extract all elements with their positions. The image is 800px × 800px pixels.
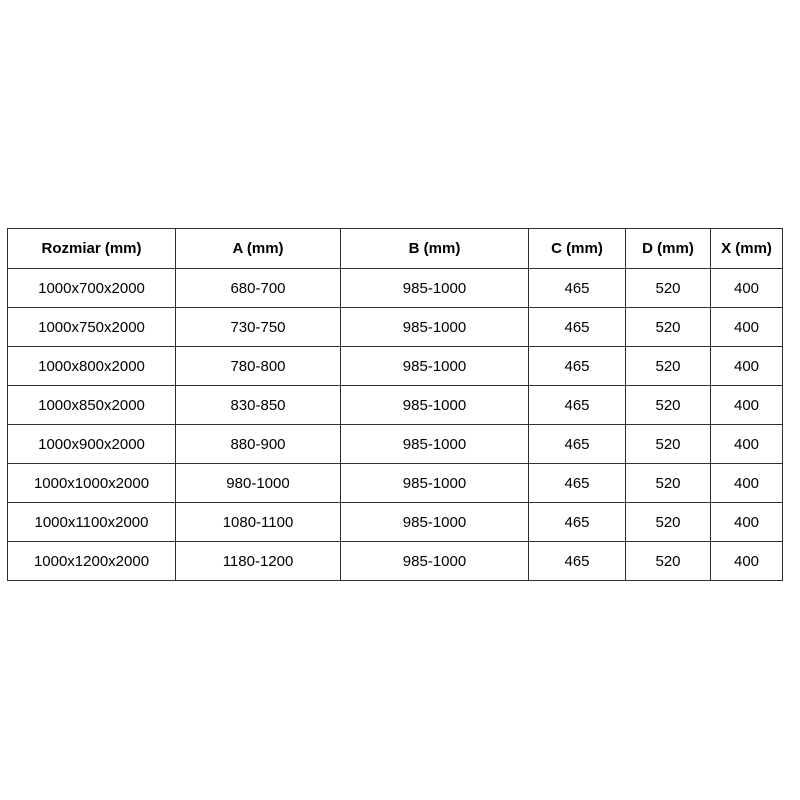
table-cell-c: 465 bbox=[528, 424, 626, 464]
table-cell-b: 985-1000 bbox=[340, 463, 529, 503]
table-cell-c: 465 bbox=[528, 268, 626, 308]
column-header-rozmiar: Rozmiar (mm) bbox=[7, 228, 176, 269]
table-cell-x: 400 bbox=[710, 541, 783, 581]
table-cell-x: 400 bbox=[710, 463, 783, 503]
table-cell-d: 520 bbox=[625, 307, 711, 347]
table-cell-d: 520 bbox=[625, 424, 711, 464]
table-cell-a: 780-800 bbox=[175, 346, 341, 386]
table-row: 1000x1000x2000 980-1000 985-1000 465 520… bbox=[7, 463, 783, 503]
table-cell-x: 400 bbox=[710, 268, 783, 308]
table-cell-x: 400 bbox=[710, 385, 783, 425]
table-cell-b: 985-1000 bbox=[340, 268, 529, 308]
table-cell-d: 520 bbox=[625, 385, 711, 425]
table-cell-a: 830-850 bbox=[175, 385, 341, 425]
table-cell-a: 980-1000 bbox=[175, 463, 341, 503]
table-cell-x: 400 bbox=[710, 346, 783, 386]
table-cell-b: 985-1000 bbox=[340, 424, 529, 464]
table-cell-d: 520 bbox=[625, 346, 711, 386]
table-cell-c: 465 bbox=[528, 307, 626, 347]
table-cell-d: 520 bbox=[625, 541, 711, 581]
table-cell-b: 985-1000 bbox=[340, 346, 529, 386]
table-cell-x: 400 bbox=[710, 502, 783, 542]
table-cell-b: 985-1000 bbox=[340, 541, 529, 581]
table-cell-rozmiar: 1000x700x2000 bbox=[7, 268, 176, 308]
table-cell-c: 465 bbox=[528, 541, 626, 581]
table-cell-c: 465 bbox=[528, 502, 626, 542]
table-cell-rozmiar: 1000x750x2000 bbox=[7, 307, 176, 347]
table-cell-b: 985-1000 bbox=[340, 307, 529, 347]
table-cell-a: 680-700 bbox=[175, 268, 341, 308]
table-cell-rozmiar: 1000x800x2000 bbox=[7, 346, 176, 386]
table-cell-rozmiar: 1000x1200x2000 bbox=[7, 541, 176, 581]
column-header-d: D (mm) bbox=[625, 228, 711, 269]
table-cell-b: 985-1000 bbox=[340, 385, 529, 425]
table-row: 1000x750x2000 730-750 985-1000 465 520 4… bbox=[7, 307, 783, 347]
table-row: 1000x900x2000 880-900 985-1000 465 520 4… bbox=[7, 424, 783, 464]
table-cell-c: 465 bbox=[528, 346, 626, 386]
table-cell-c: 465 bbox=[528, 463, 626, 503]
table-cell-c: 465 bbox=[528, 385, 626, 425]
table-cell-rozmiar: 1000x1000x2000 bbox=[7, 463, 176, 503]
dimensions-table: Rozmiar (mm) A (mm) B (mm) C (mm) D (mm)… bbox=[7, 228, 783, 581]
table-cell-d: 520 bbox=[625, 463, 711, 503]
table-row: 1000x700x2000 680-700 985-1000 465 520 4… bbox=[7, 268, 783, 308]
column-header-c: C (mm) bbox=[528, 228, 626, 269]
table-cell-d: 520 bbox=[625, 502, 711, 542]
table-cell-d: 520 bbox=[625, 268, 711, 308]
table-cell-a: 880-900 bbox=[175, 424, 341, 464]
table-row: 1000x850x2000 830-850 985-1000 465 520 4… bbox=[7, 385, 783, 425]
table-cell-rozmiar: 1000x1100x2000 bbox=[7, 502, 176, 542]
table-row: 1000x1100x2000 1080-1100 985-1000 465 52… bbox=[7, 502, 783, 542]
table-cell-x: 400 bbox=[710, 424, 783, 464]
table-row: 1000x800x2000 780-800 985-1000 465 520 4… bbox=[7, 346, 783, 386]
table-row: 1000x1200x2000 1180-1200 985-1000 465 52… bbox=[7, 541, 783, 581]
table-cell-rozmiar: 1000x900x2000 bbox=[7, 424, 176, 464]
table-cell-rozmiar: 1000x850x2000 bbox=[7, 385, 176, 425]
table-cell-a: 1180-1200 bbox=[175, 541, 341, 581]
table-cell-a: 730-750 bbox=[175, 307, 341, 347]
table-cell-x: 400 bbox=[710, 307, 783, 347]
table-cell-b: 985-1000 bbox=[340, 502, 529, 542]
header-row: Rozmiar (mm) A (mm) B (mm) C (mm) D (mm)… bbox=[7, 228, 783, 269]
column-header-b: B (mm) bbox=[340, 228, 529, 269]
column-header-a: A (mm) bbox=[175, 228, 341, 269]
table-cell-a: 1080-1100 bbox=[175, 502, 341, 542]
column-header-x: X (mm) bbox=[710, 228, 783, 269]
